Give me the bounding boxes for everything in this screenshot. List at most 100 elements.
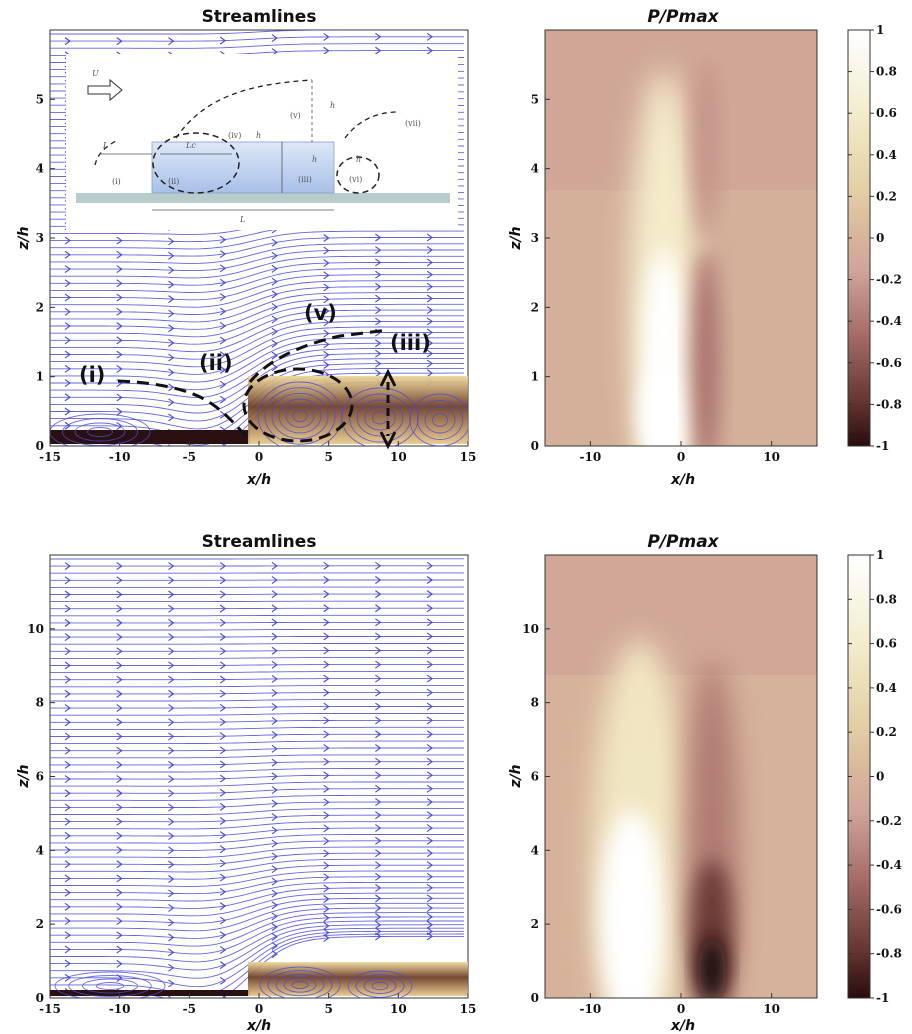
streamline-arrow [219, 278, 227, 287]
x-axis-label: x/h [670, 472, 695, 488]
panel-pressure-bottom: P/Pmax -10 0 10 0 2 4 6 8 10 1 0.8 0.6 0.4 0.2 0 -0.2 -… [508, 532, 902, 1034]
streamline-arrow [219, 365, 227, 374]
vortex-loop [432, 413, 448, 427]
y-tick-label: 4 [531, 843, 539, 857]
inset-label-l2: L [239, 215, 245, 224]
inset-schematic: U L Lc h h h h L (i) (ii) (iii) (iv) (v)… [66, 54, 458, 230]
vortex-loop [275, 973, 325, 997]
streamline-arrow [168, 251, 175, 260]
y-tick-label: 2 [531, 917, 539, 931]
streamline [50, 298, 464, 330]
streamline [50, 801, 464, 808]
streamline-arrow [271, 277, 278, 286]
vortex-loop [285, 404, 315, 428]
streamline-arrow [168, 718, 175, 727]
streamline [50, 794, 464, 801]
x-tick-label: -15 [39, 450, 61, 464]
streamline-arrow [168, 846, 175, 855]
streamline [50, 628, 464, 631]
streamline-arrow [375, 798, 382, 806]
streamline-arrow [426, 824, 434, 833]
streamline-arrow [116, 590, 123, 599]
streamline-arrow [375, 618, 382, 627]
streamline-arrow [64, 817, 71, 826]
vortex-loop [291, 980, 309, 990]
streamline-arrow [271, 363, 278, 372]
streamline [50, 699, 464, 702]
streamline [50, 834, 464, 844]
axes: -10 0 10 0 1 2 3 4 5 [531, 92, 780, 464]
streamline-arrow [116, 236, 123, 245]
streamline-arrow [64, 633, 71, 642]
streamline-arrow [375, 861, 382, 870]
streamline-arrow [116, 364, 123, 373]
streamline-arrow [219, 675, 227, 684]
streamline-arrow [168, 903, 175, 912]
streamline-arrow [219, 873, 227, 882]
streamline-arrow [219, 916, 227, 925]
y-tick-label: 6 [531, 770, 539, 784]
colorbar-tick-label: 0 [876, 231, 884, 245]
streamline-arrow [168, 775, 175, 784]
recirculation-streamlines [50, 381, 468, 446]
streamline-arrow [64, 647, 71, 656]
streamline-arrow [116, 689, 123, 698]
streamline-arrow [116, 874, 123, 883]
streamline-arrow [271, 901, 278, 910]
inset-label-vi: (vi) [349, 175, 362, 184]
streamline-arrow [219, 618, 227, 627]
streamline-arrow [116, 422, 123, 430]
streamline [50, 927, 464, 979]
annotation-v: (v) [304, 301, 337, 325]
streamline-arrow [271, 877, 278, 886]
streamline-arrow [375, 270, 382, 279]
streamline [50, 887, 464, 909]
streamline-arrow [168, 933, 175, 942]
streamline [50, 320, 464, 360]
streamline-arrow [219, 322, 227, 330]
streamline-arrow [426, 561, 434, 570]
streamline-arrow [323, 259, 330, 268]
ground-band-upstream [50, 430, 250, 444]
streamline [50, 286, 464, 315]
streamline-arrow [116, 959, 123, 968]
streamline-arrow [64, 364, 71, 373]
streamline-arrow [219, 395, 227, 404]
streamline-arrow [426, 920, 434, 929]
streamline [50, 881, 464, 902]
streamline-arrow [168, 875, 175, 883]
streamline-arrow [375, 824, 382, 833]
y-tick-label: 0 [531, 439, 539, 453]
streamline-arrow [168, 324, 175, 333]
streamline-arrow [271, 813, 278, 822]
y-tick-label: 4 [36, 843, 44, 857]
streamline-arrow [219, 976, 227, 985]
inset-roughness-block [151, 141, 335, 194]
streamline-arrow [323, 295, 330, 304]
colorbar-tick-label: -0.6 [876, 356, 902, 370]
streamline-arrow [375, 757, 382, 766]
streamline-arrow [64, 293, 71, 302]
x-tick-label: 10 [390, 1002, 407, 1016]
x-tick-label: 5 [324, 450, 332, 464]
streamline-arrow [116, 732, 123, 741]
streamline-arrow [375, 883, 382, 892]
streamline-arrow [116, 704, 123, 713]
streamline-arrow [426, 784, 434, 793]
streamline-arrow [271, 303, 278, 311]
x-axis-label: x/h [670, 1018, 695, 1034]
streamline-arrow [426, 369, 434, 378]
streamline-arrow [168, 803, 175, 812]
streamline-arrow [375, 349, 382, 358]
vortex-loop [95, 982, 125, 990]
y-tick-label: 0 [36, 991, 44, 1005]
streamline-arrow [375, 632, 382, 641]
streamline [50, 814, 464, 823]
y-tick-label: 1 [531, 370, 539, 384]
streamline-arrow [168, 338, 175, 347]
streamline-arrow [375, 246, 382, 255]
vortex-loop [417, 400, 463, 440]
streamline-arrow [168, 889, 175, 898]
streamline [50, 852, 464, 866]
colorbar-tick-label: 0.2 [876, 189, 897, 203]
